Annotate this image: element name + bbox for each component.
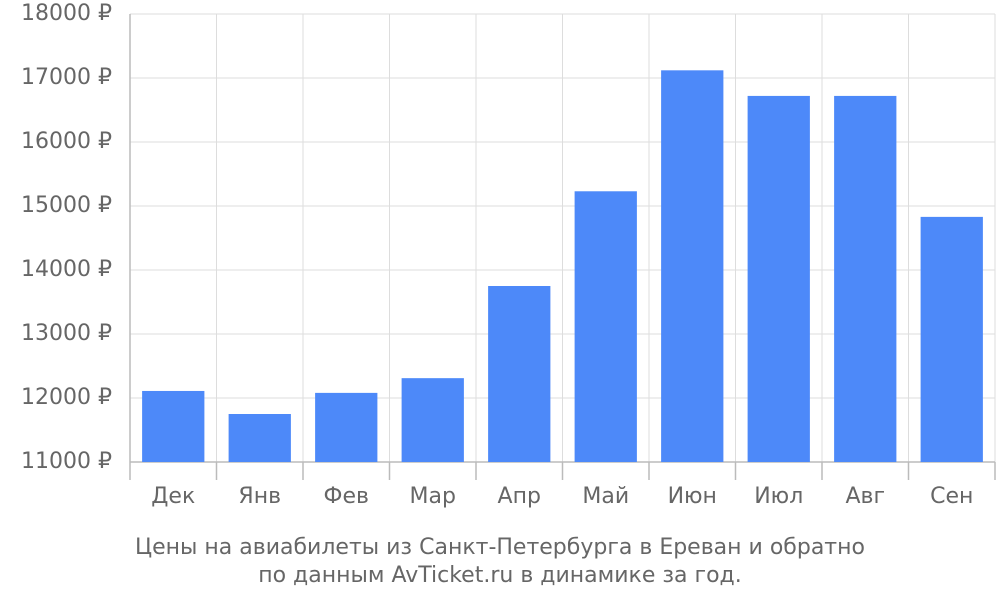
y-tick-label: 15000 ₽: [21, 193, 112, 218]
x-tick-label: Сен: [930, 484, 973, 509]
x-tick-label: Авг: [845, 484, 885, 509]
y-tick-label: 16000 ₽: [21, 129, 112, 154]
bar: [315, 392, 378, 462]
x-tick-label: Фев: [324, 484, 369, 509]
y-tick-label: 14000 ₽: [21, 257, 112, 282]
bar: [574, 191, 637, 462]
bar: [747, 95, 810, 463]
bar: [834, 95, 897, 463]
bar: [920, 216, 983, 462]
bar: [401, 378, 464, 462]
x-tick-label: Янв: [238, 484, 281, 509]
y-tick-label: 17000 ₽: [21, 65, 112, 90]
y-tick-label: 12000 ₽: [21, 385, 112, 410]
x-tick-label: Дек: [151, 484, 195, 509]
y-tick-label: 13000 ₽: [21, 321, 112, 346]
bar: [142, 390, 205, 462]
bar: [661, 70, 724, 462]
bar: [228, 414, 291, 462]
x-tick-label: Июн: [668, 484, 717, 509]
chart-title: Цены на авиабилеты из Санкт-Петербурга в…: [135, 535, 865, 560]
x-tick-label: Апр: [498, 484, 541, 509]
x-tick-label: Июл: [754, 484, 803, 509]
y-tick-label: 11000 ₽: [21, 449, 112, 474]
y-tick-label: 18000 ₽: [21, 1, 112, 26]
chart-title: по данным AvTicket.ru в динамике за год.: [258, 563, 742, 588]
x-tick-label: Мар: [410, 484, 456, 509]
bar: [488, 286, 551, 462]
x-tick-label: Май: [582, 484, 629, 509]
